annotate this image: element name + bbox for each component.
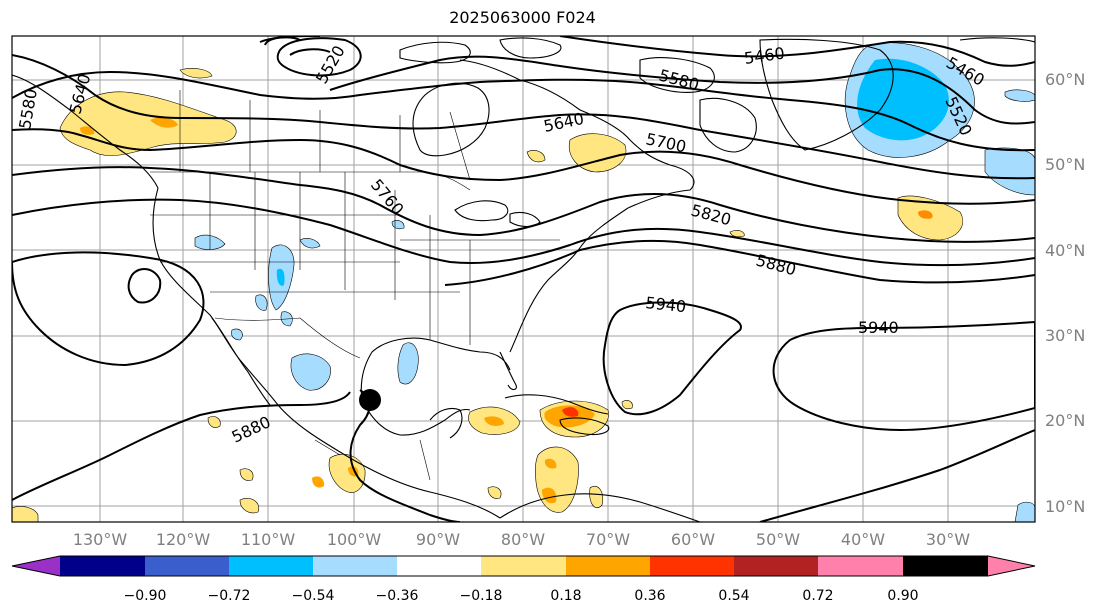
anomaly-shading	[12, 42, 1035, 522]
colorbar-segment	[903, 556, 988, 576]
lon-label: 130°W	[73, 530, 128, 549]
colorbar-segment	[734, 556, 818, 576]
colorbar-tick: 0.18	[550, 588, 581, 604]
colorbar-tick: 0.90	[887, 588, 918, 604]
colorbar-tick: 0.36	[634, 588, 665, 604]
colorbar-segment	[229, 556, 313, 576]
lon-label: 110°W	[241, 530, 296, 549]
colorbar-segment	[818, 556, 903, 576]
lon-label: 70°W	[586, 530, 630, 549]
lat-label: 30°N	[1045, 326, 1085, 345]
colorbar-tick: −0.72	[208, 588, 251, 604]
colorbar-segment	[566, 556, 650, 576]
lat-label: 60°N	[1045, 70, 1085, 89]
colorbar-segment	[650, 556, 734, 576]
colorbar-segment	[145, 556, 229, 576]
map-border	[11, 35, 1036, 523]
lat-label: 10°N	[1045, 497, 1085, 516]
lat-label: 20°N	[1045, 411, 1085, 430]
colorbar: −0.90 −0.72 −0.54 −0.36 −0.18 0.18 0.36 …	[11, 555, 1036, 604]
colorbar-extend-low	[12, 556, 60, 576]
lon-label: 60°W	[671, 530, 715, 549]
lon-label: 40°W	[841, 530, 885, 549]
colorbar-outline	[11, 555, 1036, 577]
lon-label: 100°W	[327, 530, 382, 549]
colorbar-extend-high	[988, 556, 1035, 576]
lon-label: 80°W	[501, 530, 545, 549]
contour-labels: 5460 5460 5520 5520 5580 5580 5640 5640 …	[15, 42, 988, 446]
lon-label: 30°W	[926, 530, 970, 549]
colorbar-segment	[397, 556, 481, 576]
lon-label: 90°W	[416, 530, 460, 549]
lon-label: 120°W	[156, 530, 211, 549]
latitude-labels: 60°N 50°N 40°N 30°N 20°N 10°N	[1045, 70, 1085, 516]
height-contours	[12, 36, 1035, 522]
longitude-labels: 130°W 120°W 110°W 100°W 90°W 80°W 70°W 6…	[73, 530, 970, 549]
storm-center-marker	[359, 389, 381, 411]
contour-label: 5940	[645, 293, 687, 316]
colorbar-tick: 0.72	[802, 588, 833, 604]
contour-label: 5940	[858, 318, 899, 337]
lon-label: 50°W	[756, 530, 800, 549]
colorbar-tick: −0.36	[376, 588, 419, 604]
colorbar-tick: −0.54	[292, 588, 335, 604]
colorbar-segment	[60, 556, 145, 576]
colorbar-segment	[481, 556, 566, 576]
colorbar-tick: −0.90	[124, 588, 167, 604]
map-title: 2025063000 F024	[449, 8, 596, 27]
lat-label: 40°N	[1045, 241, 1085, 260]
colorbar-tick: 0.54	[718, 588, 749, 604]
colorbar-segment	[313, 556, 397, 576]
lat-label: 50°N	[1045, 155, 1085, 174]
colorbar-tick: −0.18	[460, 588, 503, 604]
